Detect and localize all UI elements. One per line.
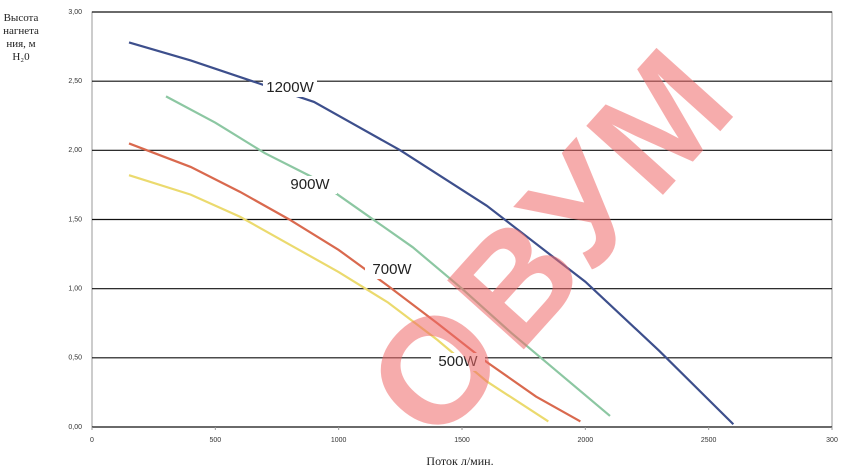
y-tick-label: 1,00 (68, 286, 82, 293)
y-tick-label: 0,50 (68, 355, 82, 362)
series-label: 900W (290, 176, 330, 193)
x-tick-label: 2500 (701, 437, 717, 444)
series-line (128, 41, 735, 426)
x-axis-title: Поток л/мин. (426, 454, 493, 468)
y-tick-label: 2,00 (68, 147, 82, 154)
series-label: 700W (372, 261, 412, 278)
series-label-bg (263, 79, 317, 97)
y-axis-title: Высота нагнетания, м H₂0 (3, 12, 39, 63)
series-label-bg (283, 176, 337, 194)
y-tick-label: 3,00 (68, 9, 82, 16)
x-tick-label: 2000 (578, 437, 594, 444)
x-tick-label: 500 (209, 437, 221, 444)
y-tick-label: 0,00 (68, 424, 82, 431)
x-tick-label: 0 (90, 437, 94, 444)
series-label-bg (431, 353, 485, 371)
x-tick-label: 300 (826, 437, 838, 444)
watermark: ОВУМ (334, 14, 768, 469)
series-label: 500W (438, 353, 478, 370)
series-label: 1200W (266, 79, 314, 96)
series-label-bg (365, 261, 419, 279)
x-tick-label: 1000 (331, 437, 347, 444)
series-line (128, 142, 581, 423)
y-tick-label: 1,50 (68, 216, 82, 223)
x-tick-label: 1500 (454, 437, 470, 444)
series-line (165, 95, 611, 417)
y-tick-label: 2,50 (68, 78, 82, 85)
